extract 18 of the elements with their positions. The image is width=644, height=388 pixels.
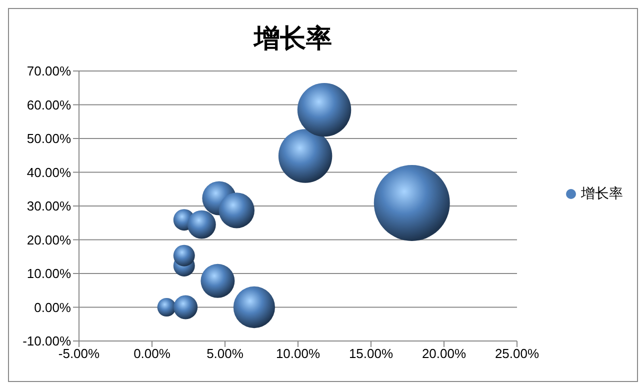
x-tick-label: 20.00% (422, 346, 466, 362)
x-tick-label: 15.00% (348, 346, 394, 362)
chart-title: 增长率 (252, 22, 333, 55)
y-tick-label: 10.00% (26, 266, 72, 282)
legend-label: 增长率 (581, 185, 623, 203)
y-tick-label: 40.00% (26, 164, 72, 180)
y-tick-label: 70.00% (26, 64, 72, 79)
x-tick-label: 25.00% (494, 346, 540, 362)
y-tick-label: 60.00% (26, 97, 72, 112)
y-tick-label: 20.00% (26, 232, 72, 248)
x-tick-label: 10.00% (276, 346, 320, 362)
y-tick-label: 30.00% (26, 198, 72, 214)
x-tick-label: 5.00% (206, 346, 244, 362)
y-tick-label: 50.00% (26, 131, 72, 146)
x-tick-label: 0.00% (134, 346, 171, 362)
y-tick-label: 0.00% (34, 300, 72, 315)
x-tick-label: -5.00% (58, 346, 100, 362)
y-tick-label: -10.00% (22, 334, 72, 349)
